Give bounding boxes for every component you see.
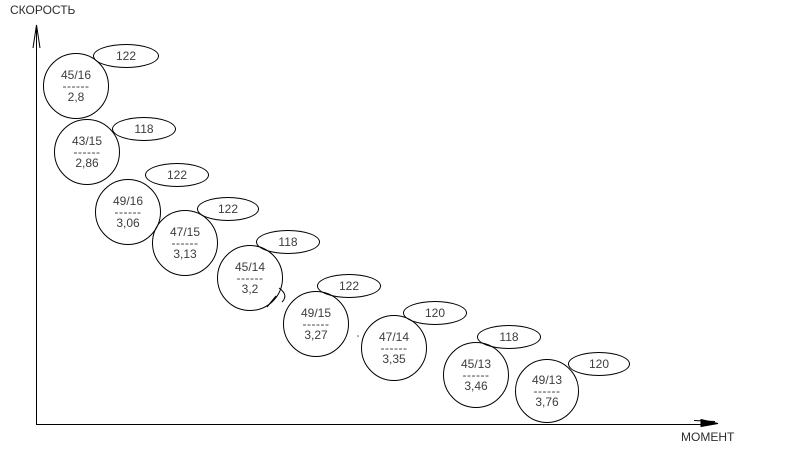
gear-teeth-ratio-label: 45/16 [60, 67, 92, 82]
gear-teeth-ratio-label: 43/15 [71, 133, 103, 148]
rpm-value-label: 122 [166, 168, 188, 182]
rpm-ellipse: 118 [256, 230, 320, 254]
gear-ratio-circle: 43/15 ------ 2,86 [54, 119, 120, 185]
rpm-ellipse: 122 [197, 197, 259, 221]
gear-teeth-ratio-label: 47/15 [169, 224, 201, 239]
fraction-bar: ------ [73, 144, 101, 159]
rpm-ellipse: 122 [145, 163, 209, 187]
x-axis-arrow-icon [700, 418, 719, 428]
gear-teeth-ratio-label: 49/15 [300, 305, 332, 320]
y-axis-arrow-icon [32, 24, 41, 49]
fraction-bar: ------ [114, 204, 142, 219]
rpm-ellipse: 120 [403, 301, 467, 325]
gear-ratio-circle: 49/15 ------ 3,27 [283, 291, 349, 357]
rpm-ellipse: 120 [568, 352, 630, 376]
stray-dot-mark [357, 335, 359, 337]
x-axis-label: МОМЕНТ [681, 430, 735, 444]
gear-ratio-circle: 47/15 ------ 3,13 [152, 210, 218, 276]
gear-teeth-ratio-label: 45/14 [234, 259, 266, 274]
fraction-bar: ------ [380, 340, 408, 355]
fraction-bar: ------ [62, 78, 90, 93]
ratio-value-label: 3,76 [535, 394, 559, 409]
gear-ratio-circle: 47/14 ------ 3,35 [361, 315, 427, 381]
fraction-bar: ------ [302, 316, 330, 331]
gear-ratio-circle: 49/16 ------ 3,06 [95, 179, 161, 245]
rpm-value-label: 120 [588, 357, 610, 371]
rpm-value-label: 118 [499, 330, 519, 344]
rpm-ellipse: 118 [112, 117, 176, 141]
gear-teeth-ratio-label: 49/13 [531, 372, 563, 387]
gear-ratio-circle: 45/14 ------ 3,2 [217, 245, 283, 311]
fraction-bar: ------ [462, 367, 490, 382]
fraction-bar: ------ [236, 270, 264, 285]
gear-teeth-ratio-label: 47/14 [378, 329, 410, 344]
rpm-ellipse: 118 [477, 325, 541, 349]
ratio-value-label: 3,13 [173, 246, 197, 261]
rpm-value-label: 118 [278, 235, 298, 249]
ratio-value-label: 2,8 [67, 89, 85, 104]
ratio-value-label: 3,46 [464, 378, 488, 393]
ratio-value-label: 3,27 [304, 327, 328, 342]
gear-teeth-ratio-label: 45/13 [460, 356, 492, 371]
rpm-ellipse: 122 [93, 44, 159, 68]
y-axis-label: СКОРОСТЬ [10, 3, 76, 17]
gear-ratio-circle: 49/13 ------ 3,76 [515, 359, 579, 423]
ratio-value-label: 3,2 [241, 281, 259, 296]
rpm-value-label: 122 [217, 202, 239, 216]
rpm-value-label: 122 [115, 49, 137, 63]
rpm-value-label: 122 [338, 279, 360, 293]
ratio-value-label: 3,06 [116, 215, 140, 230]
gear-teeth-ratio-label: 49/16 [112, 193, 144, 208]
gear-ratio-circle: 45/13 ------ 3,46 [443, 342, 509, 408]
rpm-ellipse: 122 [317, 274, 381, 298]
rpm-value-label: 120 [424, 306, 446, 320]
gear-ratio-circle: 45/16 ------ 2,8 [43, 53, 109, 119]
ratio-value-label: 2,86 [75, 155, 99, 170]
fraction-bar: ------ [533, 383, 561, 398]
rpm-value-label: 118 [134, 122, 154, 136]
fraction-bar: ------ [171, 235, 199, 250]
ratio-value-label: 3,35 [382, 351, 406, 366]
